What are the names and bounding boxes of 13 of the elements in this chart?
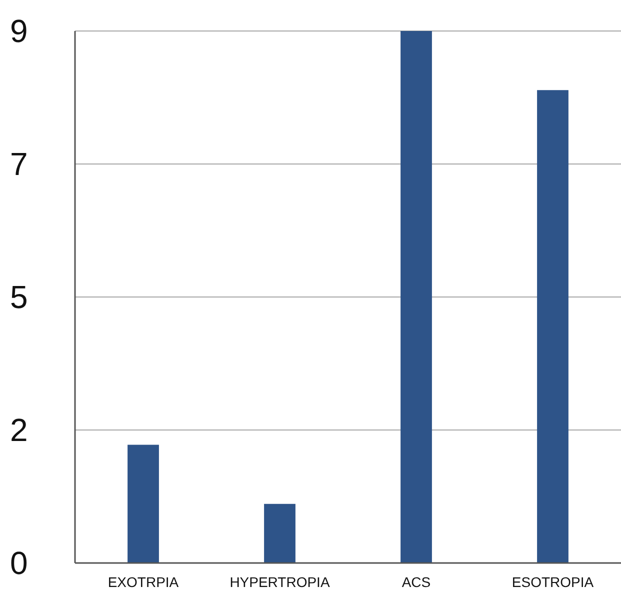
bar (400, 31, 432, 563)
x-tick-label: ACS (402, 574, 431, 590)
y-tick-label: 5 (10, 279, 28, 315)
x-tick-label: ESOTROPIA (512, 574, 594, 590)
y-tick-label: 2 (10, 412, 28, 448)
y-tick-label: 9 (10, 13, 28, 49)
x-tick-label: HYPERTROPIA (230, 574, 330, 590)
bar (264, 504, 296, 563)
y-tick-label: 0 (10, 545, 28, 581)
bar (537, 90, 568, 563)
bar (128, 444, 159, 563)
y-tick-label: 7 (10, 146, 28, 182)
x-tick-label: EXOTRPIA (108, 574, 180, 590)
